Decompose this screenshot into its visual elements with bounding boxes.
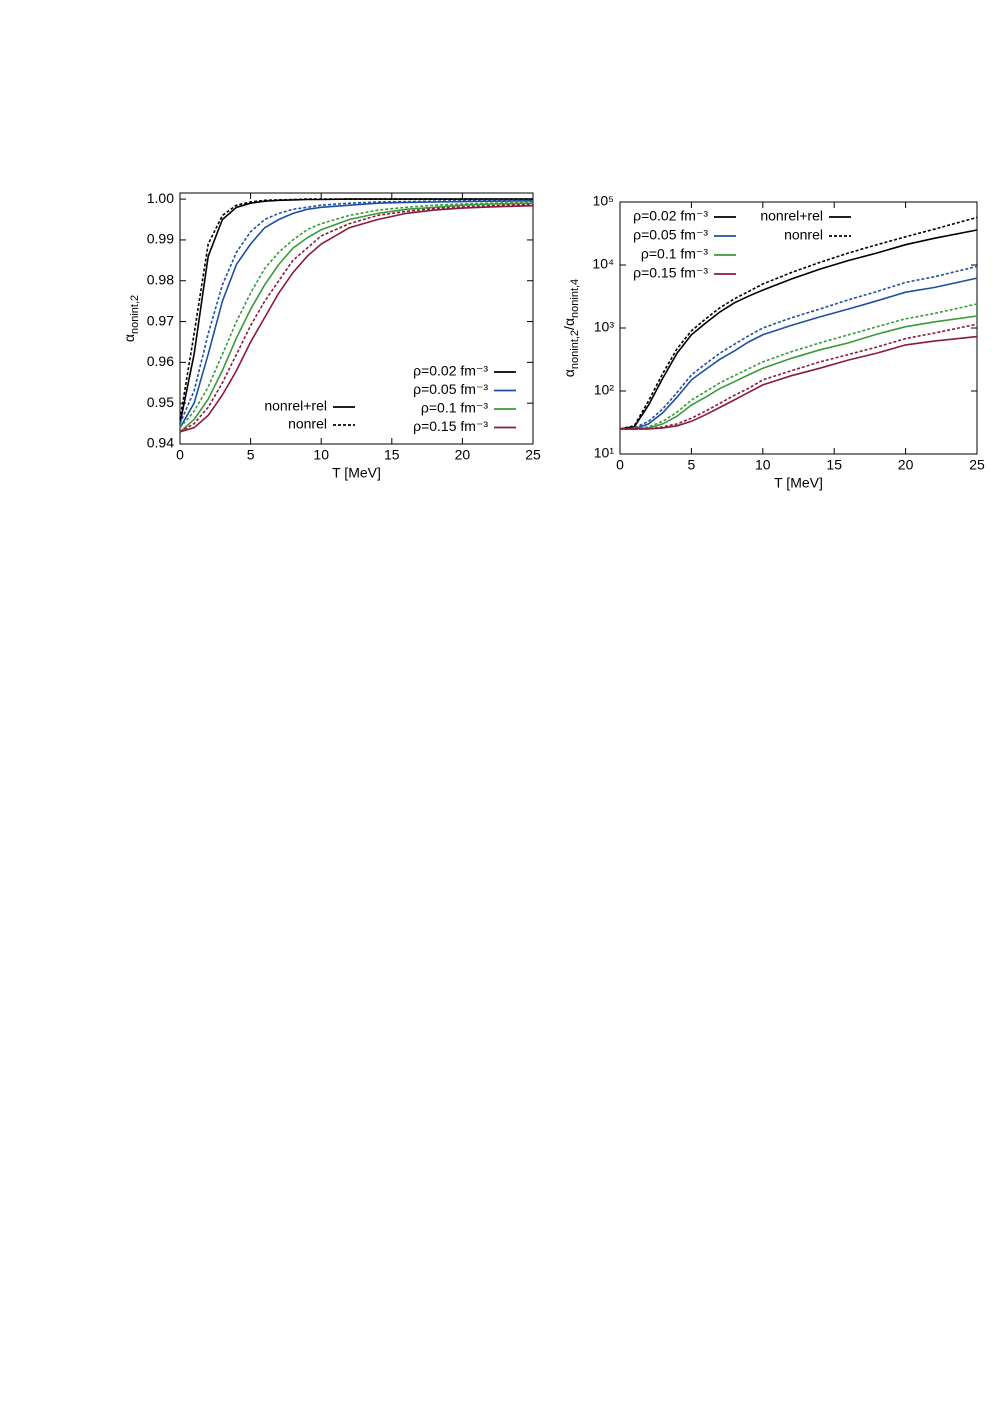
legend-label: ρ=0.02 fm⁻³ (633, 208, 708, 224)
y-tick-label: 10² (594, 382, 615, 398)
y-tick-label: 0.99 (147, 231, 174, 247)
x-tick-label: 20 (455, 447, 471, 463)
series-line (619, 216, 978, 430)
y-axis-label-part: α (121, 334, 137, 342)
series-line (179, 198, 533, 420)
legend-label: ρ=0.15 fm⁻³ (633, 265, 708, 281)
x-tick-label: 20 (898, 457, 914, 473)
y-tick-label: 0.95 (147, 394, 174, 410)
legend-label: ρ=0.1 fm⁻³ (641, 246, 708, 262)
x-tick-label: 10 (755, 457, 771, 473)
x-tick-label: 25 (969, 457, 985, 473)
y-tick-label: 0.97 (147, 312, 174, 328)
x-axis-label: T [MeV] (332, 465, 381, 481)
legend-label: nonrel+rel (264, 398, 327, 414)
legend-label: ρ=0.05 fm⁻³ (633, 227, 708, 243)
series-line (620, 335, 978, 430)
y-axis-label-part: nonint,2 (129, 295, 141, 334)
plot-frame (179, 192, 534, 445)
series-line (179, 204, 534, 433)
x-tick-label: 10 (313, 447, 329, 463)
x-tick-label: 25 (525, 447, 541, 463)
legend-label: ρ=0.02 fm⁻³ (413, 363, 488, 379)
series-line (620, 303, 978, 430)
y-tick-label: 0.98 (147, 271, 174, 287)
legend-label: ρ=0.1 fm⁻³ (421, 400, 488, 416)
y-tick-label: 10¹ (594, 445, 615, 461)
series-line (179, 199, 533, 424)
series-line (619, 265, 978, 430)
x-tick-label: 0 (176, 447, 184, 463)
series-line (179, 203, 534, 433)
series-line (179, 202, 534, 433)
x-tick-label: 15 (384, 447, 400, 463)
y-tick-label: 1.00 (147, 190, 174, 206)
legend-label: nonrel+rel (760, 208, 823, 224)
legend-label: ρ=0.05 fm⁻³ (413, 381, 488, 397)
legend-label: ρ=0.15 fm⁻³ (413, 418, 488, 434)
series-line (619, 229, 978, 430)
y-axis-label-part: nonint,4 (569, 279, 581, 318)
y-axis-label: αnonint,2 (121, 295, 141, 342)
y-tick-label: 10⁴ (592, 256, 614, 272)
y-axis-label-part: α (561, 369, 577, 377)
x-axis-label: T [MeV] (774, 475, 823, 491)
y-axis-label-part: /α (561, 318, 577, 330)
x-tick-label: 0 (616, 457, 624, 473)
y-tick-label: 10³ (594, 319, 615, 335)
x-tick-label: 5 (688, 457, 696, 473)
series-line (620, 323, 978, 430)
y-tick-label: 0.94 (147, 435, 174, 451)
x-tick-label: 15 (826, 457, 842, 473)
legend-label: nonrel (784, 227, 823, 243)
series-line (620, 277, 978, 430)
y-tick-label: 10⁵ (593, 193, 614, 209)
y-axis-label: αnonint,2/αnonint,4 (561, 279, 581, 377)
y-axis-label-part: nonint,2 (569, 330, 581, 369)
legend-label: nonrel (288, 416, 327, 432)
x-tick-label: 5 (247, 447, 255, 463)
y-tick-label: 0.96 (147, 353, 174, 369)
series-line (179, 201, 534, 429)
series-line (620, 315, 978, 430)
